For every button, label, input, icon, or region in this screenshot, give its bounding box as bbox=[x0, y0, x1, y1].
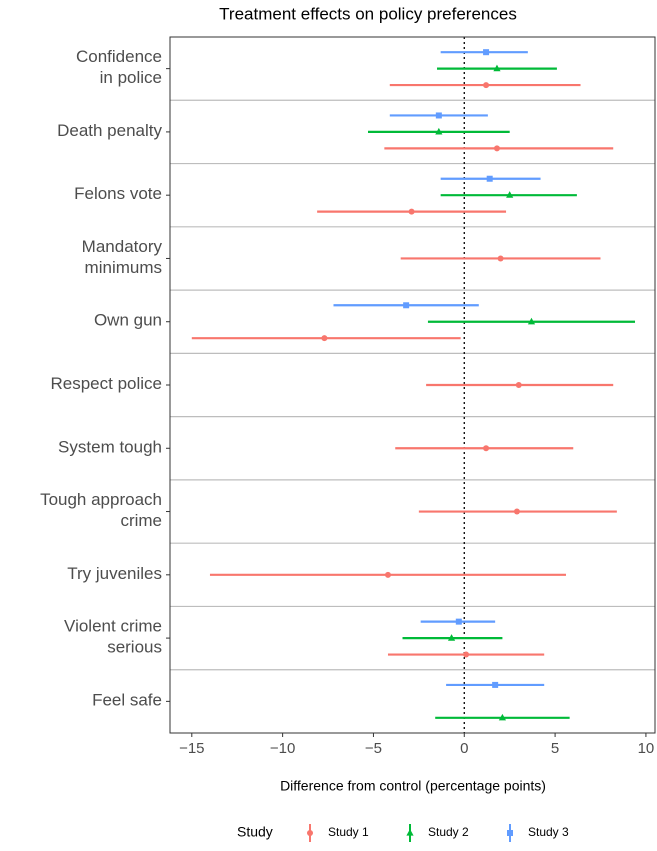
error-bar bbox=[389, 112, 488, 119]
point bbox=[483, 445, 490, 452]
x-tick-label: 10 bbox=[638, 740, 655, 757]
point bbox=[527, 317, 536, 325]
legend-item: Study 2 bbox=[406, 824, 469, 842]
y-tick-label: Felons vote bbox=[74, 185, 162, 204]
point bbox=[486, 175, 493, 182]
point bbox=[515, 382, 522, 388]
y-tick-label: Respect police bbox=[50, 374, 162, 393]
error-bar bbox=[440, 49, 528, 56]
error-bar bbox=[384, 145, 614, 152]
error-bar bbox=[389, 82, 581, 89]
y-tick-label: System tough bbox=[58, 438, 162, 457]
chart-title: Treatment effects on policy preferences bbox=[219, 4, 517, 23]
error-bar bbox=[400, 255, 601, 262]
error-bar bbox=[418, 508, 617, 515]
error-bar bbox=[437, 64, 557, 72]
panel-border bbox=[169, 36, 656, 734]
legend-key bbox=[307, 830, 313, 836]
y-tick-label: Confidence in police bbox=[76, 48, 162, 88]
error-bar bbox=[367, 127, 510, 135]
error-bar bbox=[420, 618, 496, 625]
legend-title: Study bbox=[237, 824, 273, 840]
error-bar bbox=[402, 634, 503, 641]
y-tick-label: Feel safe bbox=[92, 691, 162, 710]
point bbox=[513, 508, 520, 515]
x-tick-label: 5 bbox=[551, 740, 559, 757]
point bbox=[408, 208, 415, 215]
point bbox=[506, 191, 514, 198]
point bbox=[435, 127, 443, 135]
point bbox=[493, 145, 500, 152]
point bbox=[483, 49, 490, 56]
point bbox=[321, 335, 328, 342]
x-tick-label: 0 bbox=[460, 740, 468, 757]
point bbox=[493, 64, 501, 72]
point bbox=[492, 681, 499, 688]
error-bar bbox=[440, 191, 577, 198]
error-bar bbox=[333, 302, 479, 309]
point bbox=[447, 634, 456, 641]
legend-key bbox=[507, 830, 513, 836]
y-tick-label: Try juveniles bbox=[67, 564, 162, 583]
error-bar bbox=[317, 208, 507, 215]
legend-label: Study 2 bbox=[428, 825, 469, 839]
legend-key bbox=[406, 829, 414, 836]
legend-label: Study 3 bbox=[528, 825, 569, 839]
point bbox=[498, 713, 507, 721]
y-tick-label: Mandatory minimums bbox=[82, 237, 163, 277]
error-bar bbox=[446, 681, 545, 688]
x-tick-label: −15 bbox=[179, 740, 204, 757]
y-tick-label: Tough approach crime bbox=[40, 491, 162, 531]
y-tick-label: Death penalty bbox=[57, 121, 162, 140]
x-tick-label: −5 bbox=[365, 740, 382, 757]
point bbox=[435, 112, 442, 119]
point bbox=[483, 82, 490, 89]
point bbox=[384, 571, 391, 578]
legend-item: Study 3 bbox=[507, 824, 569, 842]
error-bar bbox=[209, 571, 566, 578]
error-bar bbox=[427, 317, 636, 325]
y-tick-label: Violent crime serious bbox=[64, 617, 162, 657]
error-bar bbox=[440, 175, 541, 182]
error-bar bbox=[387, 651, 545, 658]
point bbox=[403, 302, 410, 309]
error-bar bbox=[435, 713, 570, 721]
error-bar bbox=[395, 445, 574, 452]
error-bar bbox=[426, 382, 614, 388]
x-tick-label: −10 bbox=[270, 740, 295, 757]
error-bar bbox=[191, 335, 461, 342]
point bbox=[463, 651, 470, 658]
legend-label: Study 1 bbox=[328, 825, 369, 839]
legend-item: Study 1 bbox=[307, 824, 369, 842]
point bbox=[455, 618, 462, 625]
x-axis-label: Difference from control (percentage poin… bbox=[280, 778, 546, 794]
y-tick-label: Own gun bbox=[94, 311, 162, 330]
point bbox=[497, 255, 504, 262]
